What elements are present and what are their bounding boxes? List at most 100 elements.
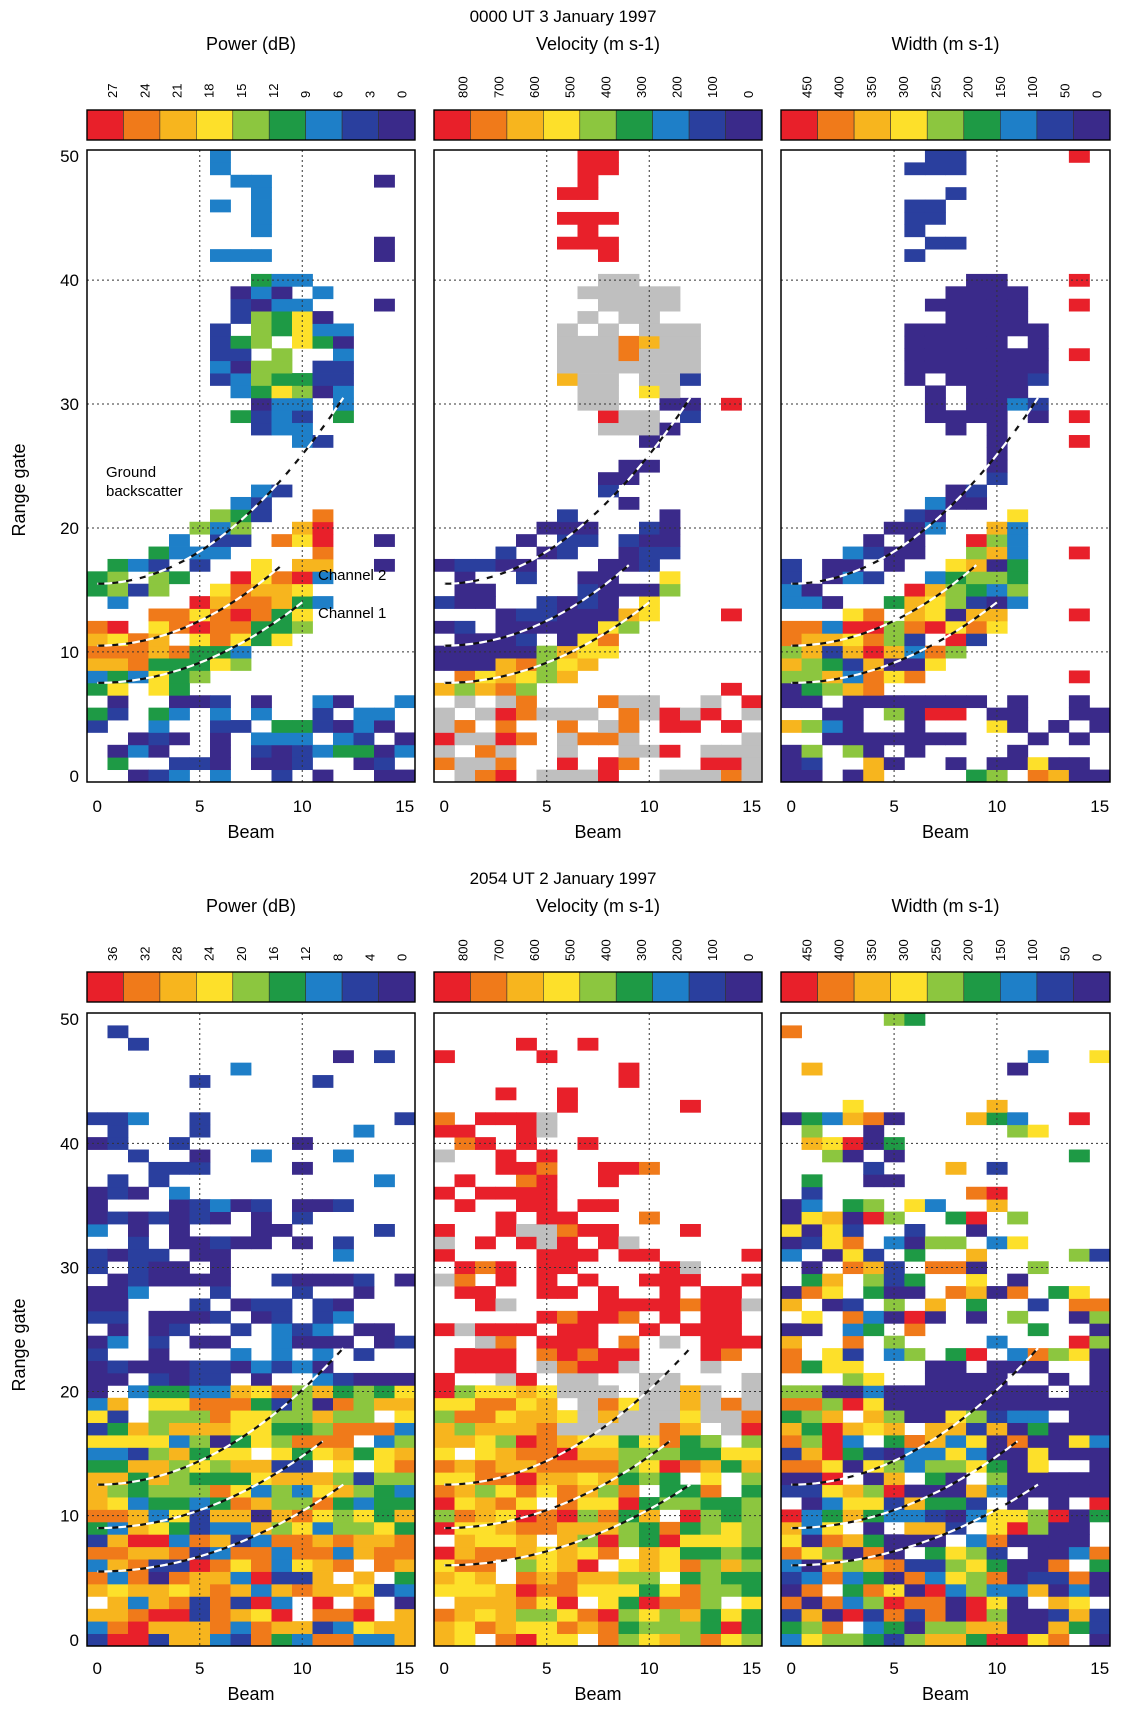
data-cell [680,1435,701,1448]
data-cell [618,695,640,709]
data-cell [210,1211,231,1225]
data-cell [781,1583,802,1597]
data-cell [271,1323,293,1337]
colorbar-swatch [615,109,653,141]
data-cell [966,633,988,647]
data-cell [598,1571,619,1585]
data-cell [842,707,864,721]
data-cell [966,1310,988,1324]
data-cell [374,558,395,572]
data-cell [251,1372,272,1386]
data-cell [87,1348,108,1361]
data-cell [986,348,1008,362]
data-cell [1048,1521,1070,1535]
data-cell [618,311,640,324]
colorbar-swatch [579,971,617,1003]
x-tick-label: 15 [395,1659,414,1678]
data-cell [516,1124,537,1138]
data-cell [801,670,823,684]
data-cell [700,1596,722,1610]
data-cell [904,1571,926,1585]
data-cell [904,1273,926,1287]
data-cell [557,1459,578,1473]
data-cell [741,1459,763,1473]
data-cell [210,1261,231,1275]
data-cell [577,1397,599,1411]
data-cell [1007,534,1029,547]
data-cell [1068,348,1090,362]
data-cell [577,534,599,547]
fit-curve-light [97,1483,344,1573]
data-cell [169,1372,190,1386]
data-cell [516,571,537,585]
data-cell [904,546,926,560]
data-cell [251,707,272,721]
data-cell [128,558,149,572]
data-cell [863,1608,885,1622]
data-cell [1089,1447,1111,1461]
data-cell [700,1546,722,1560]
colorbar-swatch [890,109,928,141]
data-cell [577,1472,599,1486]
data-cell [333,1310,354,1324]
data-cell [1048,1596,1070,1610]
data-cell [1027,1633,1049,1647]
data-cell [966,546,988,560]
data-cell [1027,335,1049,349]
data-cell [598,1422,619,1436]
colorbar-label: 18 [202,84,217,98]
x-axis-label: Beam [227,1684,274,1704]
data-cell [230,385,252,399]
data-cell [251,1298,272,1312]
data-cell [251,1571,272,1585]
data-cell [924,1459,946,1473]
data-cell [659,348,681,362]
data-cell [577,1521,599,1535]
data-cell [904,1199,926,1212]
data-cell [741,1447,763,1461]
data-cell [781,1298,802,1312]
data-cell [904,1236,926,1250]
data-cell [128,1422,149,1436]
data-cell [842,1248,864,1262]
data-cell [924,1447,946,1461]
data-cell [863,1583,885,1597]
data-cell [454,1484,476,1498]
data-cell [904,1410,926,1423]
data-cell [680,1298,701,1312]
data-cell [1007,1397,1029,1411]
data-cell [1089,1621,1111,1634]
data-cell [904,1224,926,1237]
data-cell [1027,1261,1049,1275]
data-cell [700,1335,722,1349]
data-cell [1068,1248,1090,1262]
data-cell [924,608,946,622]
data-cell [1027,1385,1049,1399]
data-cell [353,1422,375,1436]
data-cell [801,1286,823,1299]
x-axis-label: Beam [922,822,969,842]
data-cell [741,1435,763,1448]
data-cell [598,596,619,609]
data-cell [945,1410,967,1423]
data-cell [945,422,967,436]
data-cell [801,682,823,696]
data-cell [618,1062,640,1076]
data-cell [1007,596,1029,609]
data-cell [434,1621,455,1634]
fit-curve-light [791,1347,1039,1486]
data-cell [312,1298,334,1312]
data-cell [904,583,926,597]
data-cell [1007,571,1029,585]
data-cell [822,658,844,671]
data-cell [945,1360,967,1374]
data-cell [251,744,272,758]
data-cell [883,1534,905,1548]
data-cell [475,1397,496,1411]
data-cell [904,1348,926,1361]
x-axis-label: Beam [227,822,274,842]
data-cell [169,1621,190,1634]
data-cell [842,571,864,585]
data-cell [966,1112,988,1126]
data-cell [883,1385,905,1399]
